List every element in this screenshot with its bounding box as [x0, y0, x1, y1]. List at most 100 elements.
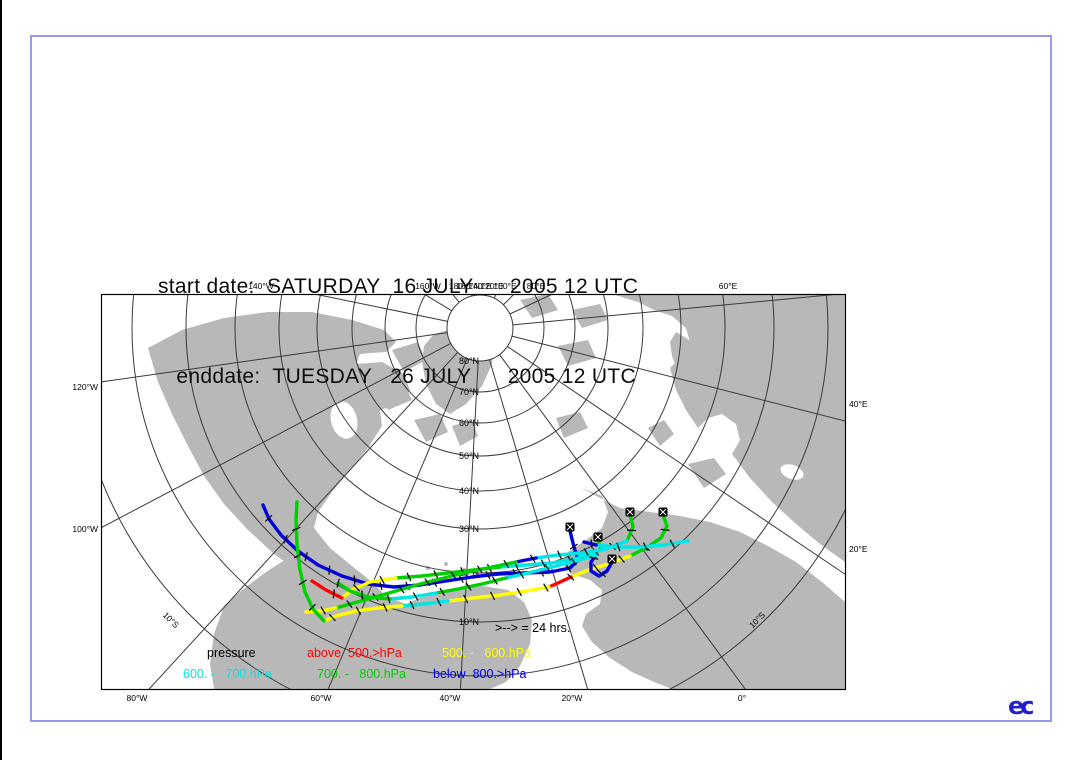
axis-label-top: 140°W	[248, 281, 274, 291]
meridian-line	[488, 359, 589, 690]
trajectory-segment	[334, 560, 518, 610]
latitude-circle	[185, 294, 775, 623]
24hr-tick	[529, 554, 536, 563]
landmass-svalbard	[520, 294, 558, 318]
meridian-line	[311, 294, 448, 322]
time-step-annotation: >--> = 24 hrs.	[495, 621, 571, 635]
arctic-island	[414, 414, 448, 442]
24hr-tick	[308, 603, 316, 612]
trajectory-segment	[434, 576, 508, 595]
24hr-tick	[398, 585, 405, 594]
trajectory-segment	[547, 575, 573, 589]
axis-label-right: 20°E	[849, 544, 868, 554]
landmass-north-america	[148, 312, 410, 606]
landmass-iberia	[688, 458, 726, 488]
meridian-line	[147, 351, 459, 690]
latitude-circle	[234, 294, 726, 574]
24hr-tick	[265, 514, 273, 522]
24hr-tick	[298, 579, 307, 586]
24hr-tick	[618, 555, 625, 563]
axis-label-top: 140°E	[468, 281, 492, 291]
trajectory-segment	[340, 576, 398, 600]
start-marker	[625, 507, 635, 517]
24hr-tick	[291, 526, 301, 532]
24hr-tick	[412, 592, 419, 601]
24hr-tick	[433, 570, 439, 579]
meridian-line	[499, 354, 747, 690]
inland-sea	[780, 464, 804, 480]
24hr-tick	[386, 594, 391, 604]
trajectory-segment	[569, 554, 632, 579]
latitude-label: 30°N	[459, 524, 479, 534]
legend-item: 500. - 600.hPa	[442, 646, 531, 660]
latitude-circle	[131, 294, 829, 677]
axis-label-left: 120°W	[72, 382, 98, 392]
latitude-circle	[316, 294, 644, 492]
24hr-tick	[544, 564, 551, 573]
trajectory-segment	[504, 553, 598, 580]
axis-label-top: 120°E	[480, 281, 504, 291]
arctic-island	[302, 336, 336, 360]
24hr-tick	[669, 539, 675, 548]
trajectory-segment	[336, 581, 392, 601]
legend-item: 600. - 700.hPa	[183, 667, 272, 681]
24hr-tick	[465, 582, 472, 591]
24hr-tick	[543, 583, 549, 592]
landmasses	[148, 294, 845, 689]
24hr-tick	[439, 587, 445, 597]
trajectory-segment	[628, 513, 669, 558]
landmass-eurasia	[612, 294, 845, 562]
24hr-tick	[567, 573, 575, 581]
axis-label-bottom: 0°	[737, 693, 747, 703]
axis-label-right: 40°E	[849, 399, 868, 409]
meridian-line	[101, 342, 452, 529]
axis-label-top: 80°E	[526, 281, 546, 291]
24hr-tick	[294, 553, 303, 559]
24hr-tick	[616, 542, 621, 552]
trajectory-segment	[261, 503, 580, 589]
start-marker	[593, 532, 603, 542]
24hr-tick	[660, 528, 670, 531]
trajectory-segment	[294, 500, 326, 623]
24hr-tick	[328, 565, 331, 575]
latitude-circle	[278, 294, 682, 530]
end-date-line: enddate: TUESDAY 26 JULY 2005 12 UTC	[158, 365, 636, 388]
24hr-tick	[589, 556, 599, 560]
axis-label-top: 160°N	[456, 281, 480, 291]
legend-item: 700. - 800.hPa	[317, 667, 406, 681]
24hr-tick	[565, 564, 572, 573]
axis-label-bottom: 60°W	[310, 693, 332, 703]
latitude-circle	[415, 294, 545, 393]
24hr-tick	[516, 587, 522, 597]
start-marker	[658, 507, 668, 517]
axis-label-bottom: 40°W	[439, 693, 461, 703]
latitude-label: 60°N	[459, 418, 479, 428]
trajectory-segment	[625, 513, 635, 543]
trajectory-segment	[388, 591, 438, 601]
latitude-label: 50°N	[459, 451, 479, 461]
24hr-tick	[489, 591, 496, 601]
24hr-tick	[346, 600, 353, 609]
landmass-south-america	[210, 548, 532, 689]
window-left-edge	[0, 0, 2, 760]
24hr-tick	[320, 606, 326, 615]
landmass-iceland	[556, 412, 588, 438]
meridian-line	[459, 360, 479, 690]
24hr-tick	[450, 571, 457, 580]
plot-title: start date: SATURDAY 16 JULY 2005 12 UTC…	[158, 212, 638, 422]
map-frame	[100, 293, 847, 691]
trajectory-segment	[304, 606, 338, 614]
latitude-label: 10°N	[459, 617, 479, 627]
24hr-tick	[353, 584, 361, 592]
meridian-line	[507, 346, 845, 575]
landmass-britain	[648, 420, 674, 446]
start-date-line: start date: SATURDAY 16 JULY 2005 12 UTC	[158, 275, 639, 298]
arctic-island	[378, 382, 412, 410]
24hr-tick	[458, 574, 464, 583]
axis-label-top: 100°E	[493, 281, 517, 291]
24hr-tick	[355, 606, 362, 615]
24hr-tick	[485, 570, 491, 580]
legend-item: below 800.>hPa	[433, 667, 527, 681]
